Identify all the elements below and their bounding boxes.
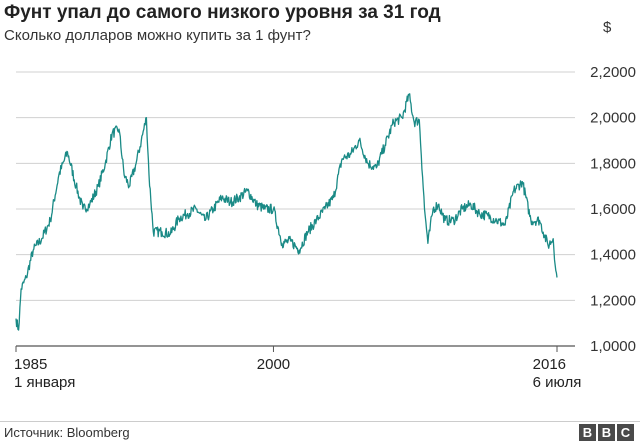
- x-tick-label: 1985 1 января: [14, 356, 75, 392]
- y-tick-labels: 2,2000 2,0000 1,8000 1,6000 1,4000 1,2000 1,00…: [590, 64, 636, 355]
- x-tick-marks: [15, 346, 558, 352]
- chart-subtitle: Сколько долларов можно купить за 1 фунт?: [4, 27, 311, 44]
- gridlines: [16, 71, 575, 347]
- bbc-logo-letter-b1: B: [579, 424, 596, 441]
- bbc-logo: B B C: [579, 424, 634, 441]
- series-line: [15, 93, 558, 331]
- chart-title: Фунт упал до самого низкого уровня за 31…: [4, 2, 441, 23]
- footer-divider: [0, 421, 640, 422]
- y-axis-unit: $: [603, 19, 612, 36]
- y-tick-label: 2,2000: [590, 64, 636, 81]
- x-tick-year: 1985: [14, 356, 48, 373]
- y-tick-label: 1,8000: [590, 155, 636, 172]
- y-tick-label: 1,0000: [590, 338, 636, 355]
- series-layer: [15, 93, 558, 331]
- x-tick-year: 2000: [256, 356, 291, 373]
- x-tick-date: 6 июля: [532, 374, 582, 391]
- x-tick-date: 1 января: [14, 374, 76, 391]
- y-tick-label: 1,4000: [590, 247, 636, 264]
- bbc-logo-letter-c: C: [617, 424, 634, 441]
- x-tick-label: 2016 6 июля: [533, 356, 582, 392]
- bbc-logo-letter-b2: B: [598, 424, 615, 441]
- source-label: Источник: Bloomberg: [4, 425, 130, 440]
- x-tick-year: 2016: [532, 356, 567, 373]
- x-tick-label: 2000: [257, 356, 290, 374]
- line-chart: 2,2000 2,0000 1,8000 1,6000 1,4000 1,2000 1,00…: [15, 64, 636, 355]
- y-tick-label: 2,0000: [590, 110, 636, 127]
- y-tick-label: 1,6000: [590, 201, 636, 218]
- y-tick-label: 1,2000: [590, 292, 636, 309]
